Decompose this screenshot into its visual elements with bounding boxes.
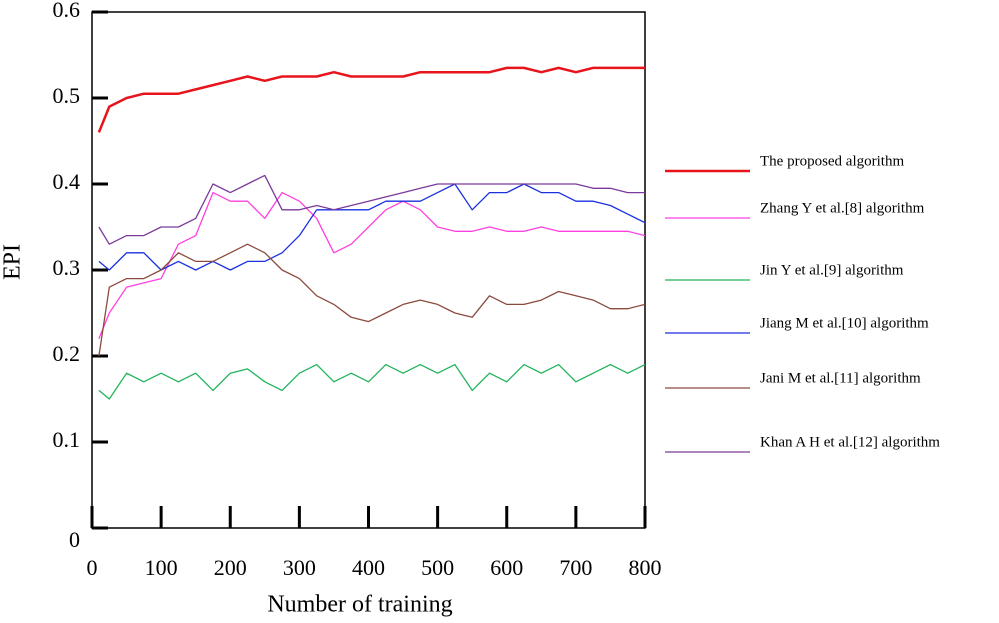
series-line <box>98 363 646 400</box>
legend-label: Khan A H et al.[12] algorithm <box>760 434 940 450</box>
y-tick-label: 0.2 <box>53 341 81 366</box>
y-axis-title: EPI <box>0 244 26 280</box>
series-line <box>98 174 645 245</box>
x-tick-label: 0 <box>87 555 98 580</box>
x-tick-label: 500 <box>421 555 454 580</box>
y-tick-label: 0.5 <box>53 83 81 108</box>
y-tick-label: 0 <box>69 527 80 552</box>
x-axis-title: Number of training <box>267 592 452 618</box>
series-line <box>97 66 645 133</box>
x-tick-label: 700 <box>559 555 592 580</box>
y-tick-label: 0.1 <box>53 427 81 452</box>
legend-label: Jin Y et al.[9] algorithm <box>760 262 904 278</box>
y-tick-label: 0.6 <box>53 0 81 22</box>
x-tick-label: 100 <box>145 555 178 580</box>
legend-label: Jiang M et al.[10] algorithm <box>760 315 929 331</box>
series-line <box>98 243 646 357</box>
legend-label: Zhang Y et al.[8] algorithm <box>760 200 925 216</box>
x-tick-label: 300 <box>283 555 316 580</box>
x-tick-label: 400 <box>352 555 385 580</box>
x-tick-label: 200 <box>214 555 247 580</box>
legend-label: Jani M et al.[11] algorithm <box>760 370 921 386</box>
series-line <box>98 183 646 271</box>
x-tick-label: 800 <box>629 555 662 580</box>
legend-label: The proposed algorithm <box>760 153 904 169</box>
series-line <box>98 191 646 340</box>
y-tick-label: 0.4 <box>53 169 81 194</box>
y-tick-label: 0.3 <box>53 255 81 280</box>
x-tick-label: 600 <box>490 555 523 580</box>
plot-frame <box>91 11 646 529</box>
